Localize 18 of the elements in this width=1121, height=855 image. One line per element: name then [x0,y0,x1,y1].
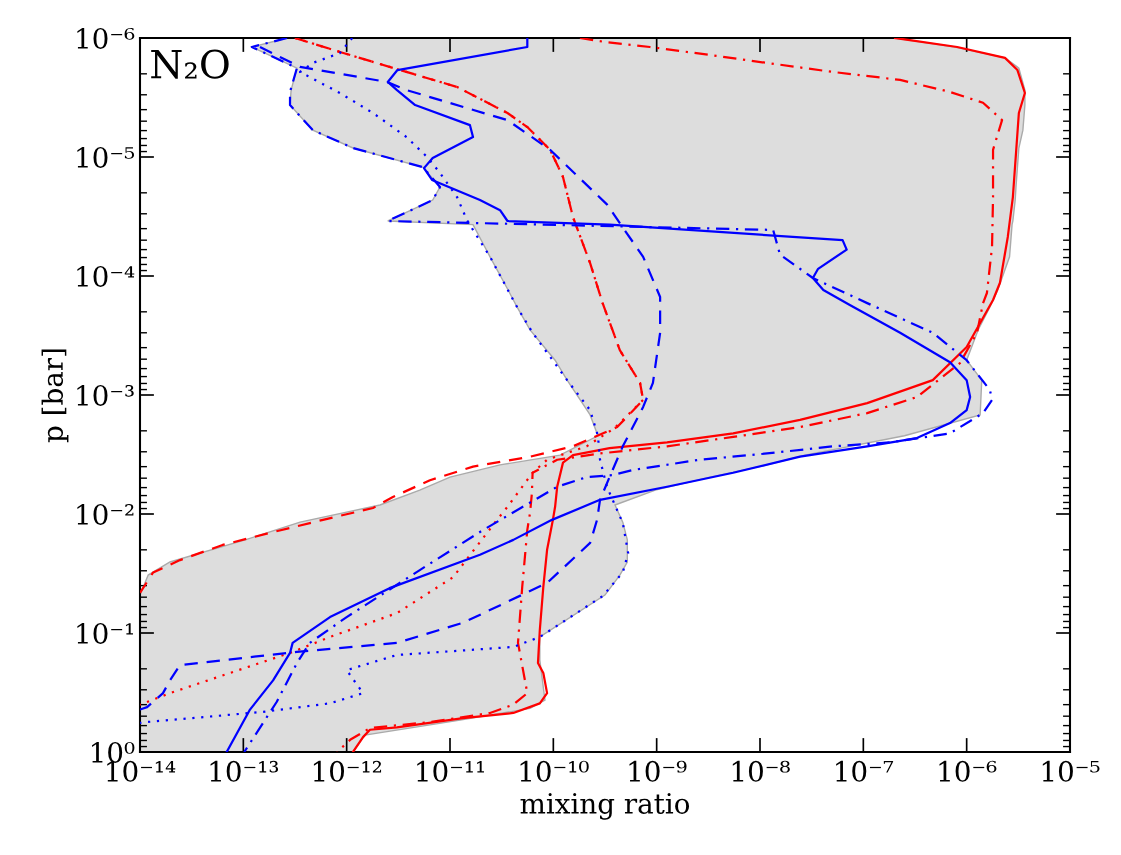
x-tick-label: 10⁻¹² [313,760,382,782]
x-tick-label: 10⁻⁶ [939,760,997,782]
y-tick-label: 10⁻⁶ [77,27,135,49]
y-tick-label: 10⁻⁴ [77,265,135,287]
x-axis-title: mixing ratio [520,793,690,820]
annotation: N₂O [151,49,229,79]
x-tick-label: 10⁻⁸ [732,760,790,782]
x-tick-label: 10⁻¹⁰ [520,760,589,782]
x-tick-label: 10⁻⁵ [1042,760,1100,782]
x-tick-label: 10⁻⁷ [836,760,894,782]
x-tick-label: 10⁻¹¹ [417,760,484,782]
x-tick-label: 10⁻⁹ [629,760,687,782]
y-tick-label: 10⁻³ [77,384,134,406]
y-tick-label: 10⁻¹ [77,622,133,644]
y-axis-title: p [bar] [41,349,69,443]
x-tick-label: 10⁻¹³ [210,760,279,782]
y-tick-label: 10⁻⁵ [77,146,135,168]
y-tick-label: 10⁻² [77,503,134,525]
